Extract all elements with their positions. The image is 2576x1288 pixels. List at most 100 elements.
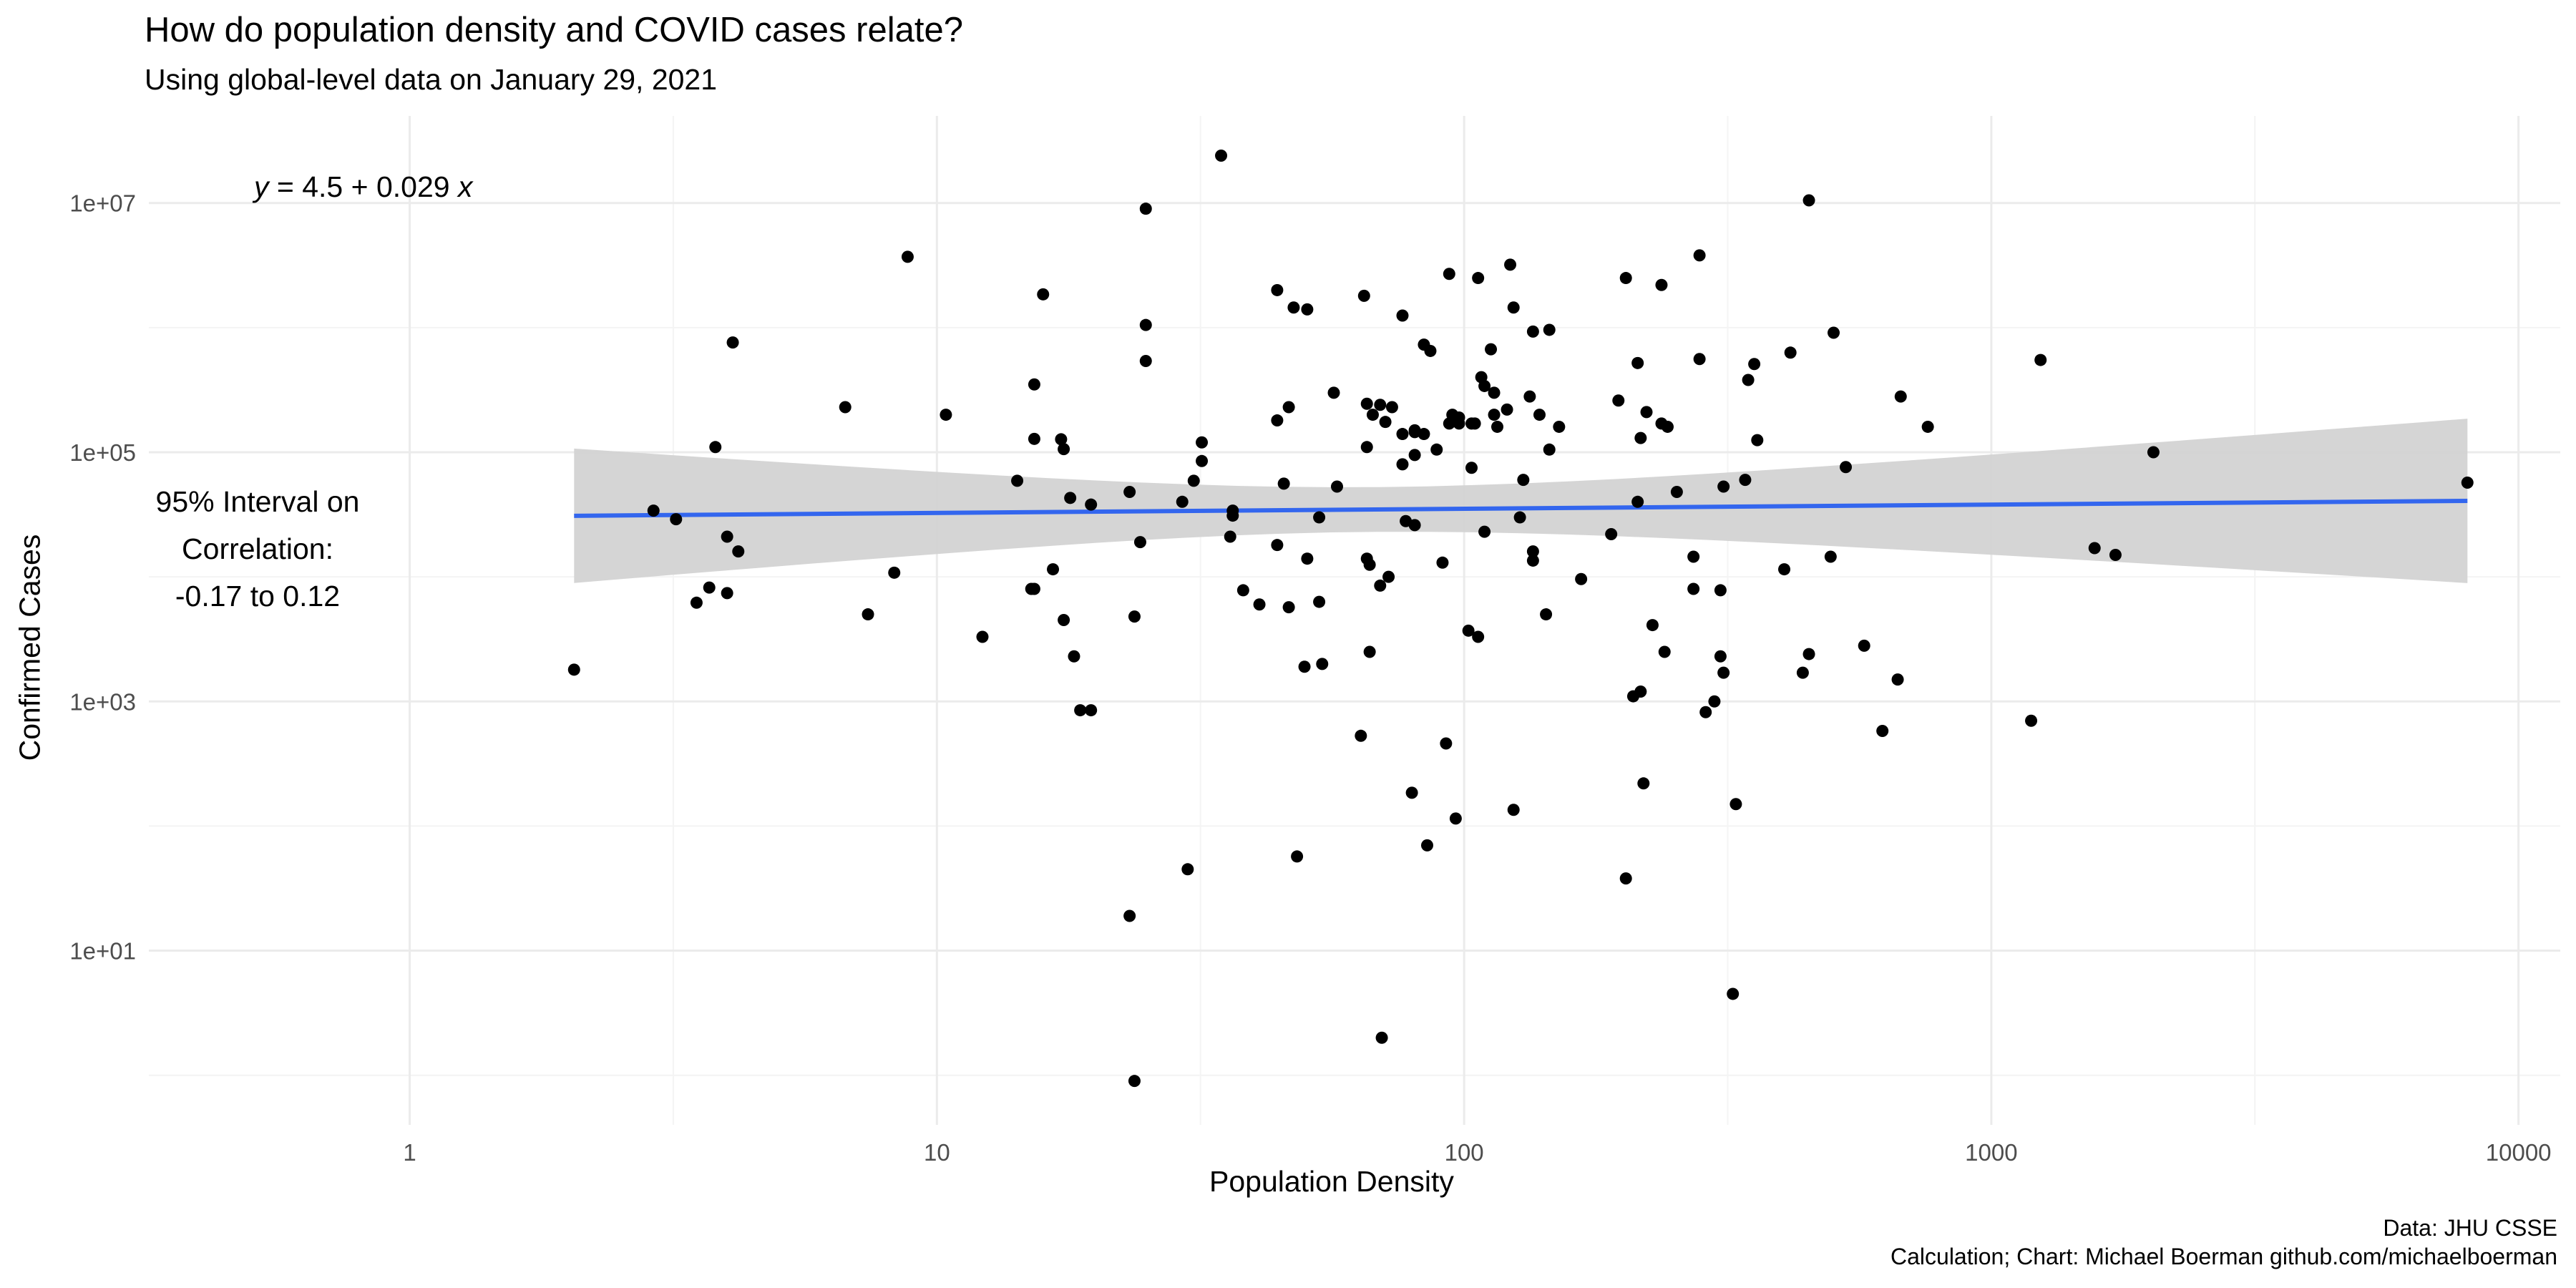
data-point — [1488, 409, 1501, 421]
data-point — [567, 663, 580, 676]
data-point — [1355, 729, 1367, 742]
data-point — [1357, 289, 1370, 302]
data-point — [1504, 258, 1517, 271]
data-point — [940, 409, 952, 421]
data-point — [1462, 624, 1475, 637]
data-point — [670, 513, 683, 526]
fit-line — [574, 498, 2468, 518]
y-tick-label: 1e+05 — [69, 439, 136, 466]
data-point — [1327, 386, 1340, 399]
caption-credit: Calculation; Chart: Michael Boerman gith… — [1890, 1244, 2557, 1269]
data-point — [1637, 777, 1650, 790]
data-point — [1634, 431, 1647, 444]
data-point — [1085, 704, 1098, 717]
data-point — [1717, 480, 1730, 493]
data-point — [1282, 401, 1295, 414]
data-point — [1196, 454, 1209, 467]
x-tick-label: 10000 — [2486, 1139, 2552, 1166]
data-point — [1748, 358, 1761, 371]
data-point — [1526, 554, 1539, 567]
data-point — [1375, 1031, 1388, 1044]
data-point — [1543, 323, 1556, 336]
data-point — [1802, 194, 1815, 207]
data-point — [1828, 326, 1840, 339]
data-point — [1176, 495, 1189, 508]
data-point — [1526, 545, 1539, 558]
data-point — [1631, 495, 1644, 508]
data-point — [1472, 272, 1485, 285]
data-point — [1526, 325, 1539, 338]
fit-line-group — [574, 498, 2468, 518]
data-point — [1661, 420, 1674, 433]
data-point — [1181, 863, 1194, 876]
major-gridlines — [149, 116, 2560, 1125]
data-point — [1011, 474, 1024, 487]
y-tick-label: 1e+07 — [69, 190, 136, 217]
data-point — [1714, 650, 1727, 663]
data-point — [1379, 416, 1392, 429]
data-point — [1085, 498, 1098, 511]
data-point — [1796, 666, 1809, 679]
y-tick-label: 1e+01 — [69, 938, 136, 965]
data-point — [1123, 486, 1136, 499]
data-point — [1374, 399, 1387, 411]
data-point — [1876, 724, 1889, 737]
data-point — [1751, 434, 1764, 447]
data-point — [1739, 474, 1752, 487]
x-tick-label: 1 — [403, 1139, 416, 1166]
data-point — [1742, 374, 1755, 386]
y-axis-ticks: 1e+01 1e+03 1e+05 1e+07 — [69, 190, 136, 965]
data-point — [1507, 301, 1520, 314]
data-point — [1313, 595, 1326, 608]
data-point — [1236, 584, 1249, 597]
data-point — [1634, 685, 1647, 698]
data-point — [1646, 619, 1659, 632]
data-point — [1418, 428, 1430, 441]
data-point — [647, 504, 660, 517]
data-point — [1408, 519, 1421, 532]
data-point — [1226, 509, 1239, 522]
data-point — [1640, 406, 1653, 419]
data-point — [1894, 390, 1907, 403]
data-point — [1708, 695, 1721, 708]
data-point — [2025, 714, 2038, 727]
data-point — [1612, 394, 1625, 407]
y-tick-label: 1e+03 — [69, 688, 136, 715]
data-point — [901, 250, 914, 263]
data-point — [1301, 303, 1314, 316]
data-point — [1058, 443, 1070, 456]
data-point — [1363, 558, 1376, 571]
correlation-interval-annotation: 95% Interval on Correlation: -0.17 to 0.… — [114, 478, 401, 620]
data-point — [1128, 610, 1141, 623]
data-point — [1139, 203, 1152, 215]
data-point — [1363, 645, 1376, 658]
x-tick-label: 100 — [1445, 1139, 1484, 1166]
data-point — [1449, 812, 1462, 825]
data-point — [1699, 706, 1712, 718]
data-point — [1858, 639, 1870, 652]
data-point — [1139, 354, 1152, 367]
data-point — [1436, 556, 1449, 569]
data-point — [1028, 378, 1040, 391]
data-point — [1385, 401, 1398, 414]
data-point — [1037, 288, 1050, 301]
data-point — [1658, 645, 1671, 658]
data-point — [709, 441, 722, 454]
data-point — [1139, 318, 1152, 331]
data-point — [1291, 850, 1304, 863]
data-point — [1123, 909, 1136, 922]
data-point — [1465, 462, 1478, 474]
data-point — [1517, 474, 1530, 487]
data-point — [1478, 525, 1491, 538]
data-point — [1784, 346, 1797, 359]
data-point — [2034, 353, 2047, 366]
data-point — [1533, 409, 1546, 421]
data-point — [1408, 449, 1421, 462]
data-point — [1055, 433, 1068, 446]
regression-equation: y = 4.5 + 0.029 x — [254, 170, 472, 204]
data-point — [1298, 660, 1311, 673]
confidence-band-area — [574, 419, 2468, 583]
data-point — [1501, 403, 1513, 416]
data-point — [1440, 737, 1453, 750]
data-point — [1271, 539, 1284, 552]
